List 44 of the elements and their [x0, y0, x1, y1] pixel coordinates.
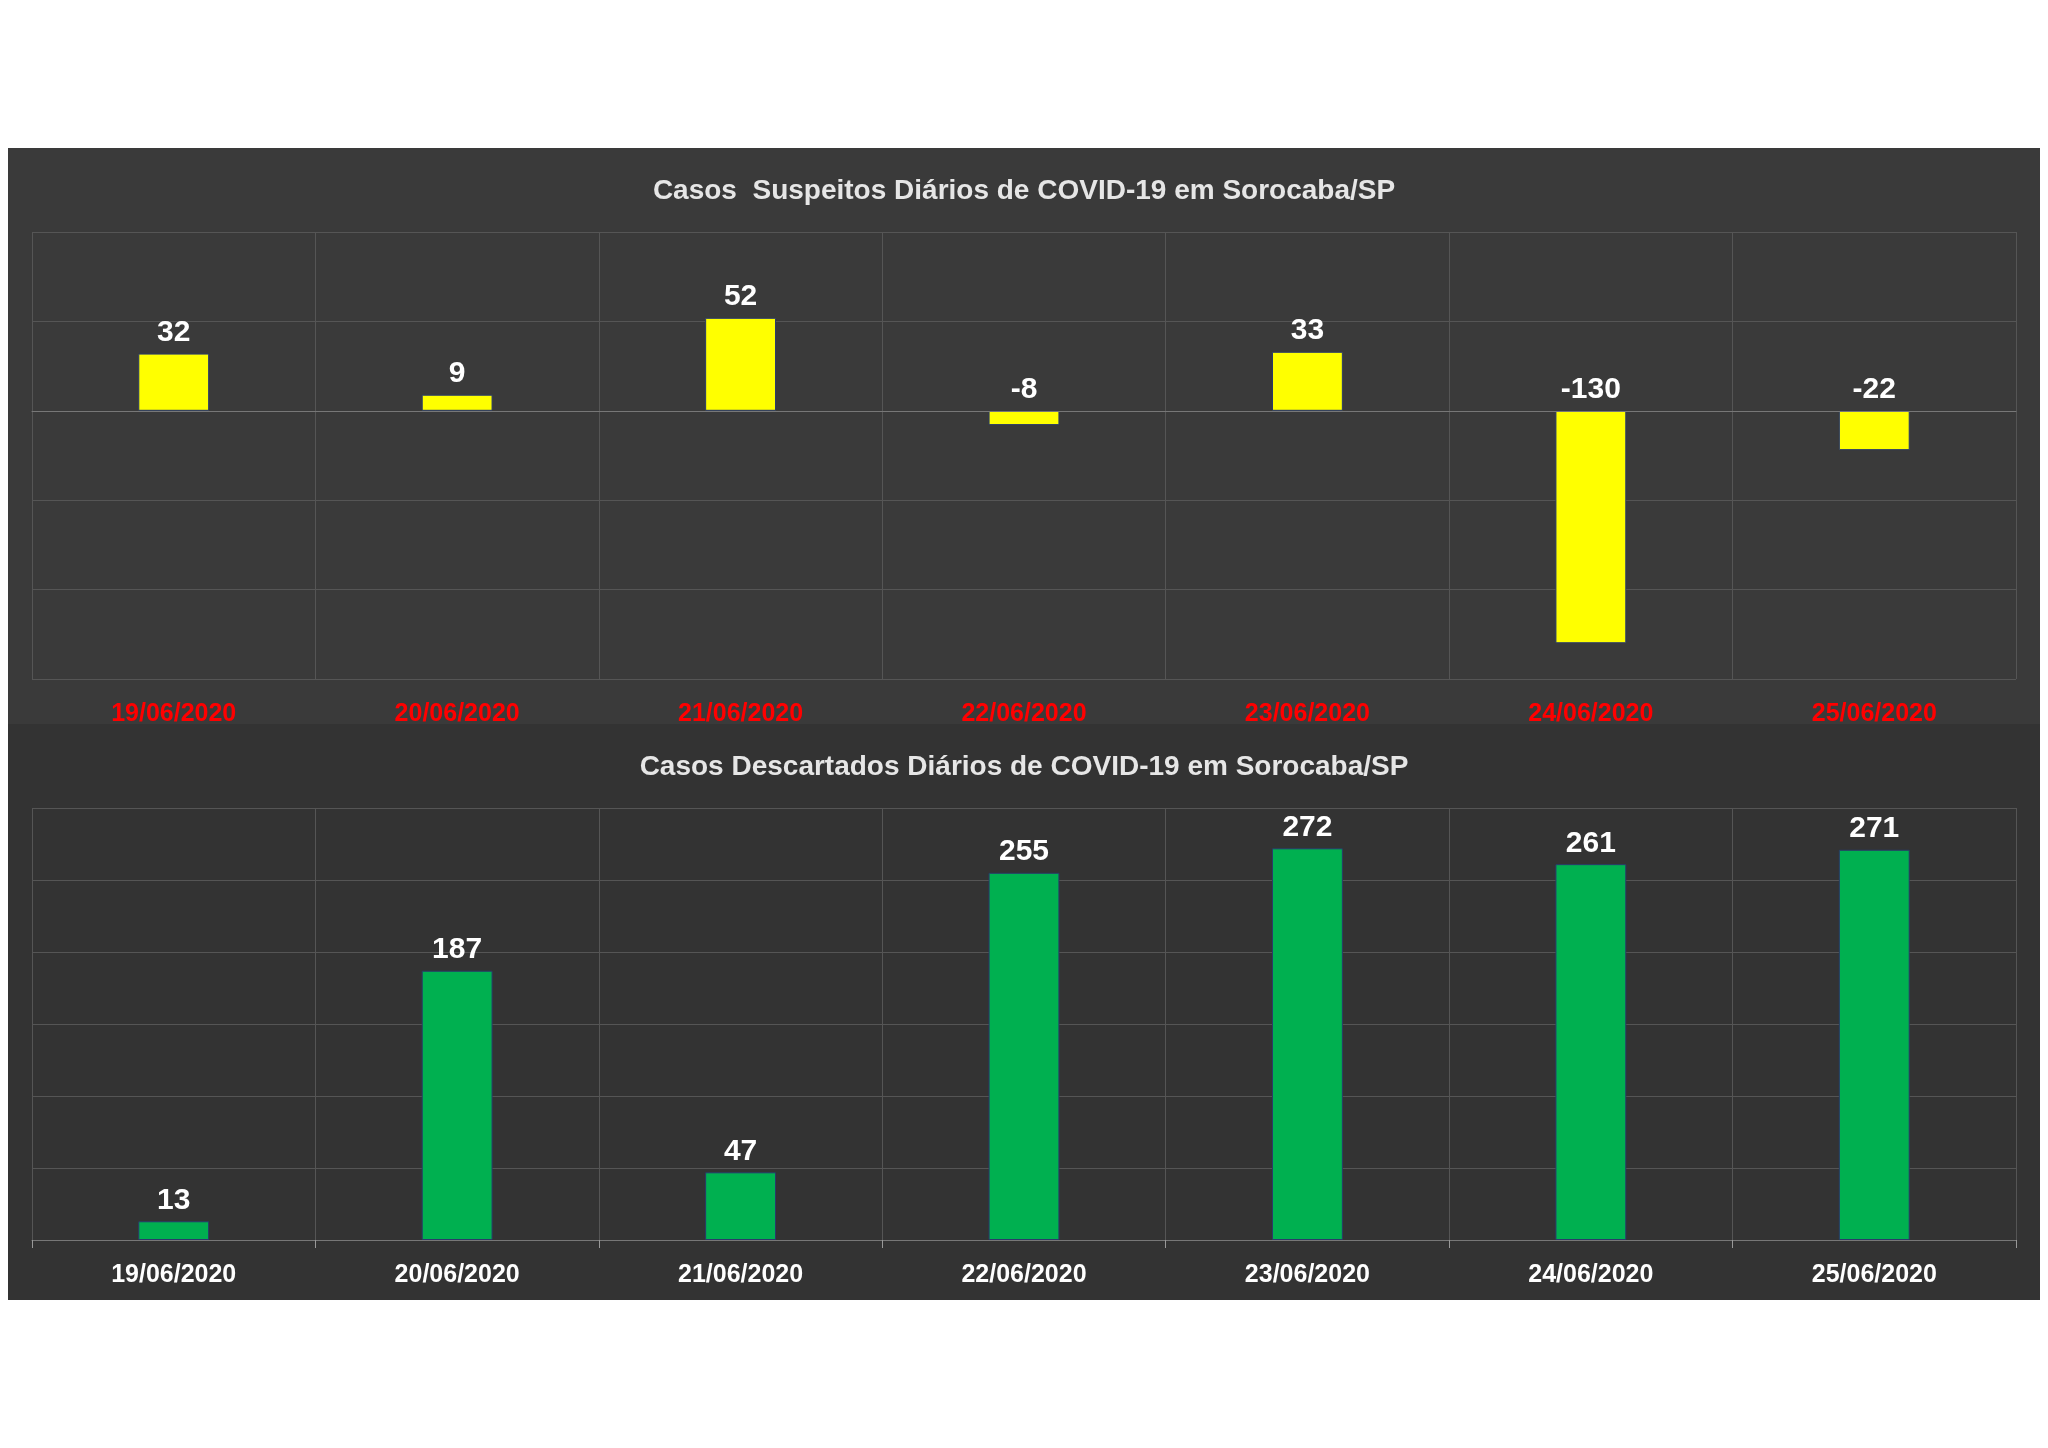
data-label: -8: [1010, 371, 1038, 405]
data-label: 9: [448, 355, 466, 389]
x-tick-label: 24/06/2020: [1528, 697, 1654, 726]
x-tick-label: 22/06/2020: [961, 697, 1087, 726]
data-label: 271: [1849, 810, 1900, 844]
bar: [1272, 848, 1343, 1240]
bar: [1555, 410, 1627, 644]
data-label: 13: [157, 1181, 191, 1215]
chart-title: Casos Suspeitos Diários de COVID-19 em Sorocaba/SP: [652, 173, 1396, 205]
x-tick-label: 25/06/2020: [1811, 1258, 1937, 1287]
bar: [705, 317, 776, 411]
data-label: 272: [1282, 808, 1333, 842]
x-tick-label: 23/06/2020: [1244, 1258, 1370, 1287]
data-label: -130: [1560, 371, 1621, 405]
x-tick-label: 23/06/2020: [1244, 697, 1370, 726]
x-tick-label: 21/06/2020: [678, 1258, 804, 1287]
data-label: -22: [1852, 371, 1896, 405]
bar: [1555, 864, 1627, 1240]
x-tick-label: 25/06/2020: [1811, 697, 1937, 726]
data-label: 33: [1290, 312, 1325, 346]
data-label: 261: [1565, 824, 1616, 858]
bar: [421, 394, 493, 411]
data-label: 255: [998, 833, 1050, 867]
bar: [988, 872, 1060, 1240]
x-tick-label: 19/06/2020: [111, 1258, 237, 1287]
bar: [705, 1172, 776, 1240]
x-tick-label: 21/06/2020: [678, 697, 804, 726]
x-tick-label: 19/06/2020: [111, 697, 237, 726]
x-tick-label: 24/06/2020: [1528, 1258, 1654, 1287]
bar: [988, 410, 1060, 426]
bar: [1838, 849, 1910, 1240]
chart-title: Casos Descartados Diários de COVID-19 em Sorocaba/SP: [639, 749, 1409, 781]
bar: [1272, 351, 1343, 411]
bar: [138, 1221, 210, 1240]
bar: [421, 970, 493, 1240]
data-label: 47: [723, 1132, 758, 1166]
data-label: 187: [432, 931, 483, 965]
x-tick-label: 20/06/2020: [394, 1258, 520, 1287]
bar: [1838, 410, 1910, 451]
data-label: 32: [157, 314, 191, 348]
x-tick-label: 20/06/2020: [394, 697, 520, 726]
bar: [138, 353, 210, 411]
data-label: 52: [723, 278, 758, 312]
x-tick-label: 22/06/2020: [961, 1258, 1087, 1287]
